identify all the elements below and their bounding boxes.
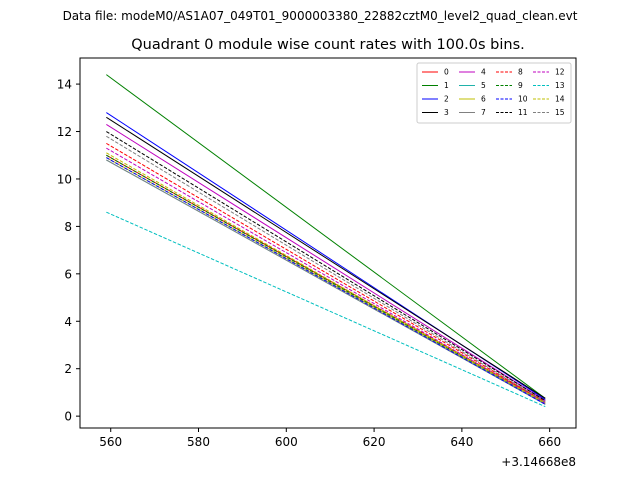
- y-tick-label: 2: [64, 362, 72, 376]
- series-line-1: [106, 74, 546, 399]
- x-tick-label: 640: [450, 435, 473, 449]
- legend-label-15: 15: [555, 108, 565, 117]
- series-line-9: [106, 154, 546, 404]
- x-tick-label: 620: [363, 435, 386, 449]
- legend-label-5: 5: [481, 81, 486, 90]
- x-tick-label: 560: [99, 435, 122, 449]
- y-tick-label: 4: [64, 315, 72, 329]
- legend-label-4: 4: [481, 68, 486, 77]
- x-axis: 560 580 600 620 640 660: [99, 428, 561, 449]
- x-axis-offset-label: +3.14668e8: [501, 455, 576, 469]
- x-tick-label: 600: [275, 435, 298, 449]
- legend-label-12: 12: [555, 68, 565, 77]
- legend-label-1: 1: [444, 81, 449, 90]
- series-line-12: [106, 147, 546, 404]
- legend-label-10: 10: [518, 95, 528, 104]
- legend-label-13: 13: [555, 81, 565, 90]
- y-tick-label: 14: [57, 78, 72, 92]
- y-tick-label: 0: [64, 410, 72, 424]
- series-line-10: [106, 157, 546, 405]
- legend-label-11: 11: [518, 108, 528, 117]
- x-tick-label: 580: [187, 435, 210, 449]
- legend-label-3: 3: [444, 108, 449, 117]
- legend-label-8: 8: [518, 68, 523, 77]
- legend-box: [416, 62, 572, 124]
- series-line-11: [106, 131, 546, 402]
- legend-label-14: 14: [555, 95, 565, 104]
- legend-label-9: 9: [518, 81, 523, 90]
- axes-frame: [79, 57, 577, 429]
- series-line-13: [106, 211, 546, 408]
- y-axis: 0 2 4 6 8 10 12 14: [57, 78, 80, 424]
- series-line-15: [106, 135, 546, 403]
- series-line-4: [106, 123, 546, 402]
- y-tick-label: 8: [64, 220, 72, 234]
- plot-area: [106, 74, 546, 408]
- y-tick-label: 10: [57, 172, 72, 186]
- series-line-14: [106, 152, 546, 404]
- legend-label-6: 6: [481, 95, 486, 104]
- y-tick-label: 6: [64, 267, 72, 281]
- x-tick-label: 660: [538, 435, 561, 449]
- y-tick-label: 12: [57, 125, 72, 139]
- legend-label-2: 2: [444, 95, 449, 104]
- series-line-8: [106, 142, 546, 403]
- series-line-3: [106, 116, 546, 399]
- legend-label-0: 0: [444, 68, 449, 77]
- series-line-7: [106, 159, 546, 405]
- figure-suptitle: Data file: modeM0/AS1A07_049T01_90000033…: [63, 9, 578, 23]
- legend-label-7: 7: [481, 108, 486, 117]
- chart-title: Quadrant 0 module wise count rates with …: [131, 37, 525, 53]
